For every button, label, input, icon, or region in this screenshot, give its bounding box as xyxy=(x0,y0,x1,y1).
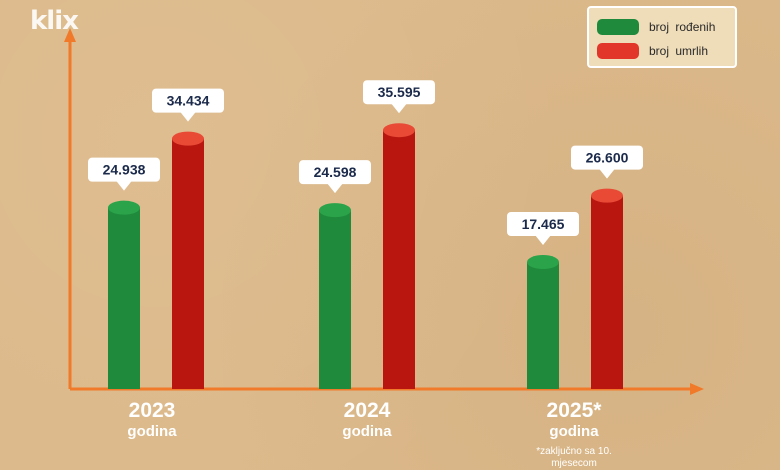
data-label-births-2025: 17.465 xyxy=(507,212,579,246)
data-label-pointer xyxy=(116,180,132,191)
data-label-box xyxy=(88,157,160,182)
data-label-text: 24.598 xyxy=(314,164,357,180)
bar-births-2025 xyxy=(527,255,559,389)
bar-deaths-2025-body xyxy=(591,195,623,389)
data-label-pointer xyxy=(535,235,551,246)
bar-births-2023-body xyxy=(108,207,140,389)
bar-deaths-2025-top xyxy=(591,188,623,203)
bar-deaths-2023 xyxy=(172,131,204,389)
x-tick-note-2025: *zaključno sa 10. mjesecom xyxy=(536,446,612,469)
x-tick-sublabel-2023: godina xyxy=(127,423,177,440)
data-label-births-2024: 24.598 xyxy=(299,160,371,194)
x-tick-sublabel-2024: godina xyxy=(342,423,392,440)
data-label-pointer xyxy=(327,183,343,194)
data-label-box xyxy=(507,212,579,237)
data-label-deaths-2023: 34.434 xyxy=(152,88,224,122)
bar-deaths-2024 xyxy=(383,123,415,389)
bar-deaths-2024-top xyxy=(383,123,415,138)
data-label-text: 35.595 xyxy=(378,84,421,100)
bar-births-2025-top xyxy=(527,255,559,270)
bar-births-2024-top xyxy=(319,203,351,218)
data-label-text: 26.600 xyxy=(586,150,629,166)
klix-logo: klix xyxy=(30,6,79,36)
bar-births-2025-body xyxy=(527,262,559,389)
legend-label-births: broj rođenih xyxy=(649,20,716,34)
bar-deaths-2023-body xyxy=(172,138,204,389)
bar-births-2023 xyxy=(108,200,140,389)
data-label-text: 34.434 xyxy=(167,93,210,109)
data-label-box xyxy=(299,160,371,185)
bar-births-2024 xyxy=(319,203,351,389)
x-axis-arrow xyxy=(690,383,704,395)
chart-data-labels: 24.938 34.434 24.598 35.595 17.465 26.600 xyxy=(88,80,643,246)
data-label-deaths-2025: 26.600 xyxy=(571,145,643,179)
legend-swatch-deaths xyxy=(597,43,639,59)
data-label-text: 24.938 xyxy=(103,162,146,178)
data-label-pointer xyxy=(180,111,196,122)
legend-label-deaths: broj umrlih xyxy=(649,44,709,58)
x-tick-label-2023: 2023 xyxy=(128,399,176,422)
legend-swatch-births xyxy=(597,19,639,35)
legend-item-deaths: broj umrlih xyxy=(597,43,708,59)
x-tick-label-2024: 2024 xyxy=(343,399,391,422)
bar-births-2023-top xyxy=(108,200,140,215)
bar-births-2024-body xyxy=(319,210,351,389)
chart-bars xyxy=(108,123,623,389)
y-axis-arrow xyxy=(64,28,76,42)
bar-deaths-2024-body xyxy=(383,130,415,389)
bar-deaths-2025 xyxy=(591,188,623,389)
data-label-births-2023: 24.938 xyxy=(88,157,160,191)
data-label-deaths-2024: 35.595 xyxy=(363,80,435,114)
data-label-text: 17.465 xyxy=(522,216,565,232)
data-label-box xyxy=(152,88,224,113)
x-tick-sublabel-2025: godina xyxy=(549,423,599,440)
data-label-pointer xyxy=(599,168,615,179)
data-label-box xyxy=(571,145,643,170)
data-label-box xyxy=(363,80,435,105)
data-label-pointer xyxy=(391,103,407,114)
chart-legend: broj rođenih broj umrlih xyxy=(587,6,737,68)
x-tick-label-2025: 2025* xyxy=(546,399,602,422)
legend-item-births: broj rođenih xyxy=(597,19,715,35)
bar-deaths-2023-top xyxy=(172,131,204,146)
